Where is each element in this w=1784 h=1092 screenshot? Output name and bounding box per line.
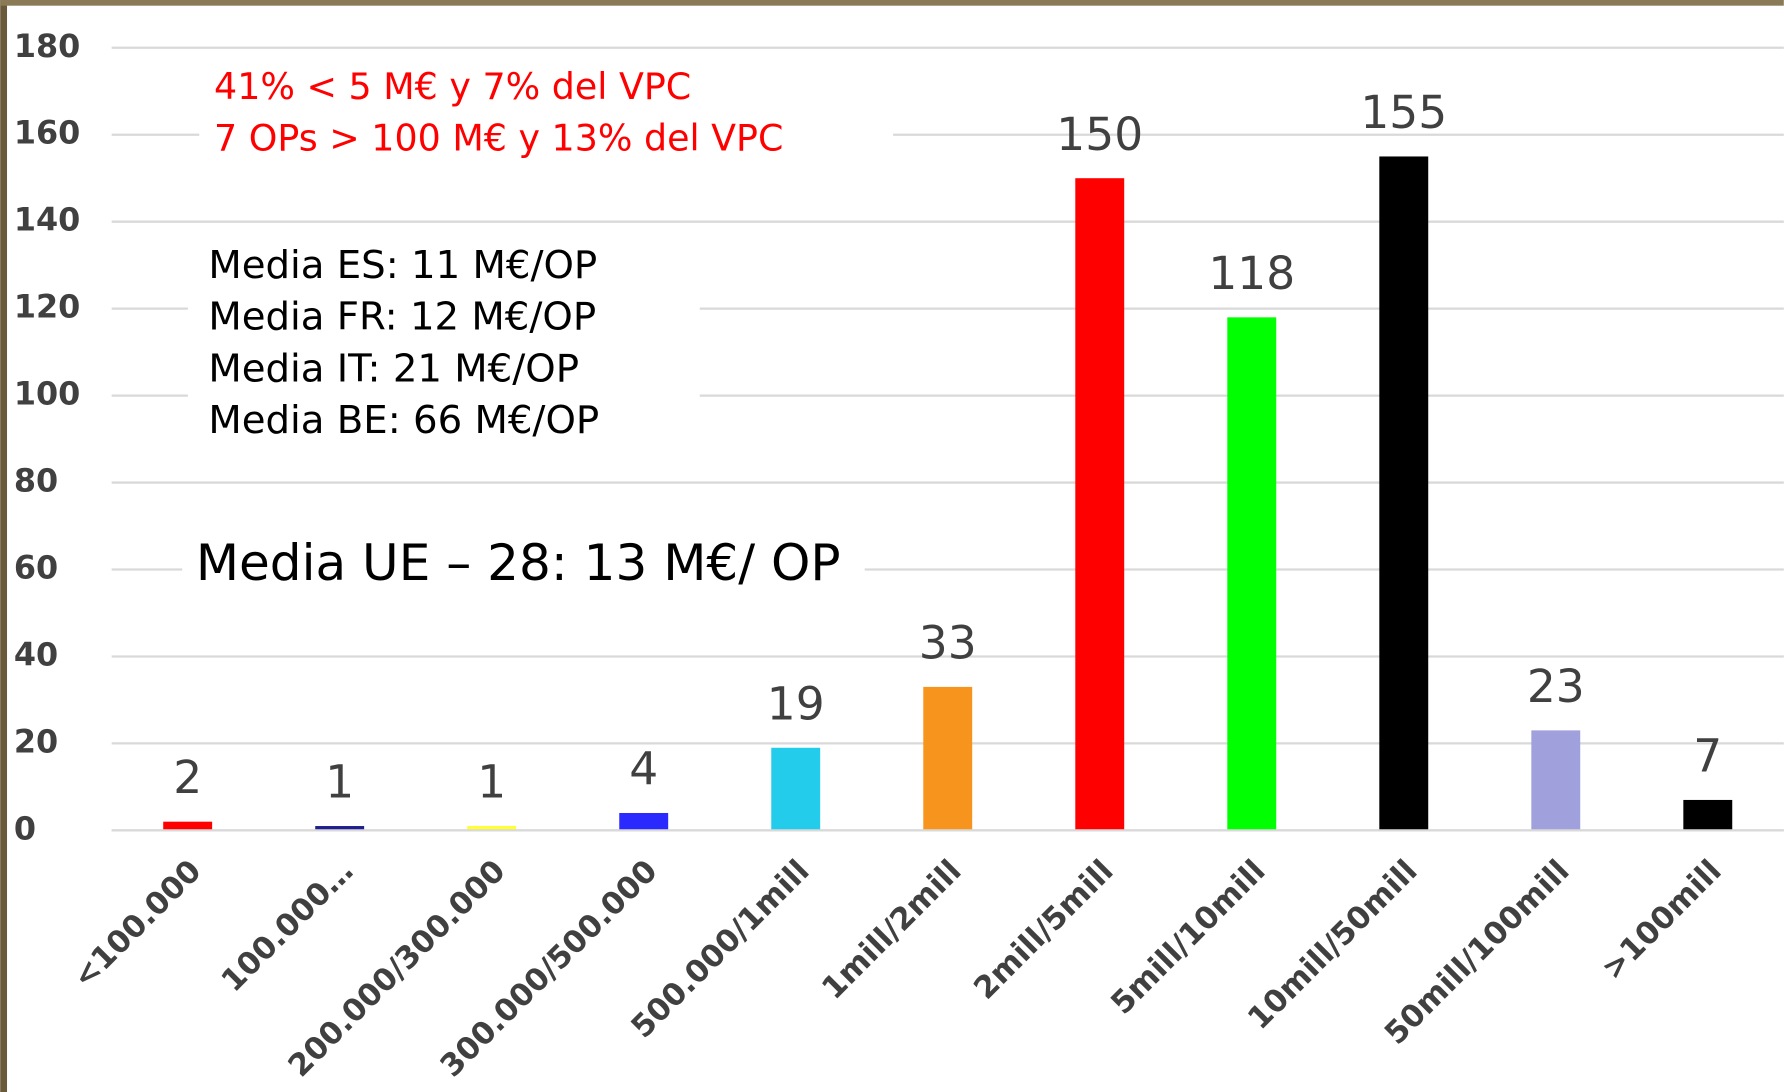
y-tick-label: 100: [14, 375, 80, 413]
y-tick-label: 80: [14, 462, 58, 500]
y-tick-label: 40: [14, 635, 58, 673]
y-tick-label: 160: [14, 114, 80, 152]
photo-edge: [0, 0, 1784, 6]
bar: [1379, 156, 1429, 831]
value-label: 33: [919, 616, 977, 669]
bar: [771, 747, 821, 831]
bar: [1075, 178, 1125, 831]
bar: [923, 686, 973, 831]
y-tick-label: 120: [14, 288, 80, 326]
y-tick-label: 180: [14, 27, 80, 65]
value-label: 1: [477, 756, 506, 809]
y-tick-label: 140: [14, 201, 80, 239]
y-tick-label: 60: [14, 549, 58, 587]
value-label: 155: [1360, 86, 1447, 139]
annotation: 7 OPs > 100 M€ y 13% del VPC: [214, 116, 783, 159]
bar: [315, 826, 365, 831]
annotation: Media IT: 21 M€/OP: [208, 346, 579, 391]
annotation-box: [199, 62, 894, 175]
value-label: 118: [1208, 247, 1295, 300]
photo-edge: [0, 0, 8, 1092]
bar: [1683, 799, 1733, 831]
value-label: 150: [1056, 108, 1143, 161]
bar: [1531, 730, 1581, 831]
annotation: Media BE: 66 M€/OP: [208, 398, 599, 443]
annotation: Media ES: 11 M€/OP: [208, 243, 597, 288]
value-label: 2: [173, 751, 202, 804]
annotation-box: [187, 238, 700, 450]
bar: [163, 821, 213, 831]
value-label: 4: [629, 743, 658, 796]
bar: [467, 826, 517, 831]
bar: [1227, 317, 1277, 831]
y-tick-label: 20: [14, 722, 58, 760]
value-label: 23: [1527, 660, 1585, 713]
value-label: 1: [325, 756, 354, 809]
annotation: Media UE – 28: 13 M€/ OP: [196, 534, 841, 592]
value-label: 7: [1693, 729, 1722, 782]
y-tick-label: 0: [14, 809, 36, 847]
annotation-box: [182, 534, 865, 603]
value-label: 19: [767, 677, 825, 730]
annotation: 41% < 5 M€ y 7% del VPC: [214, 65, 691, 108]
annotation: Media FR: 12 M€/OP: [208, 295, 596, 340]
bar: [619, 812, 669, 831]
